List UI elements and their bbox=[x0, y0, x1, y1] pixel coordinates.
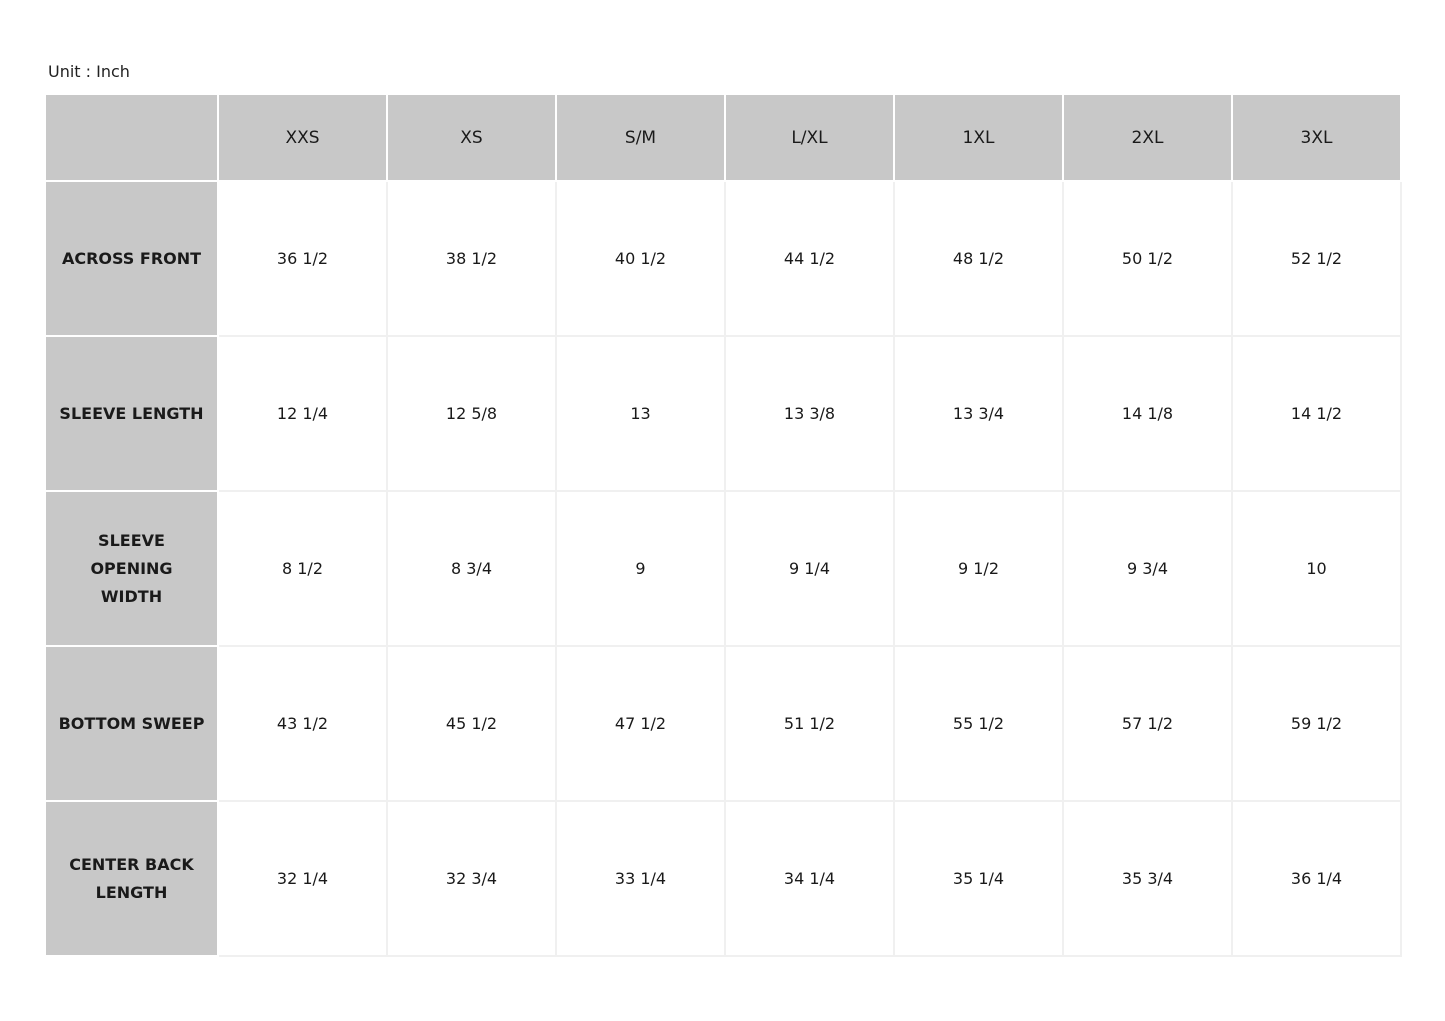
measurement-cell: 43 1/2 bbox=[217, 645, 388, 802]
measurement-cell: 9 1/2 bbox=[893, 490, 1064, 647]
size-header-l-xl: L/XL bbox=[724, 93, 895, 182]
measurement-cell: 9 1/4 bbox=[724, 490, 895, 647]
measurement-cell: 48 1/2 bbox=[893, 180, 1064, 337]
measurement-cell: 36 1/2 bbox=[217, 180, 388, 337]
measurement-cell: 9 bbox=[555, 490, 726, 647]
row-label: SLEEVE OPENING WIDTH bbox=[44, 490, 219, 647]
table-row: CENTER BACK LENGTH 32 1/4 32 3/4 33 1/4 34 1… bbox=[44, 800, 1402, 957]
measurement-cell: 33 1/4 bbox=[555, 800, 726, 957]
size-chart-table: XXS XS S/M L/XL 1XL 2XL 3XL ACROSS FRONT 36 1/2… bbox=[44, 93, 1402, 957]
size-header-3xl: 3XL bbox=[1231, 93, 1402, 182]
measurement-cell: 55 1/2 bbox=[893, 645, 1064, 802]
measurement-cell: 14 1/2 bbox=[1231, 335, 1402, 492]
measurement-cell: 51 1/2 bbox=[724, 645, 895, 802]
size-header-1xl: 1XL bbox=[893, 93, 1064, 182]
table-row: SLEEVE LENGTH 12 1/4 12 5/8 13 13 3/8 13 3/4 1… bbox=[44, 335, 1402, 492]
measurement-cell: 57 1/2 bbox=[1062, 645, 1233, 802]
row-label: BOTTOM SWEEP bbox=[44, 645, 219, 802]
table-row: SLEEVE OPENING WIDTH 8 1/2 8 3/4 9 9 1/4 9 1/… bbox=[44, 490, 1402, 647]
measurement-cell: 10 bbox=[1231, 490, 1402, 647]
size-header-2xl: 2XL bbox=[1062, 93, 1233, 182]
measurement-cell: 13 3/8 bbox=[724, 335, 895, 492]
table-row: ACROSS FRONT 36 1/2 38 1/2 40 1/2 44 1/2 48 1… bbox=[44, 180, 1402, 337]
measurement-cell: 44 1/2 bbox=[724, 180, 895, 337]
measurement-cell: 9 3/4 bbox=[1062, 490, 1233, 647]
row-label: ACROSS FRONT bbox=[44, 180, 219, 337]
corner-cell bbox=[44, 93, 219, 182]
measurement-cell: 35 3/4 bbox=[1062, 800, 1233, 957]
measurement-cell: 8 1/2 bbox=[217, 490, 388, 647]
header-row: XXS XS S/M L/XL 1XL 2XL 3XL bbox=[44, 93, 1402, 182]
measurement-cell: 32 3/4 bbox=[386, 800, 557, 957]
measurement-cell: 8 3/4 bbox=[386, 490, 557, 647]
measurement-cell: 12 5/8 bbox=[386, 335, 557, 492]
measurement-cell: 34 1/4 bbox=[724, 800, 895, 957]
measurement-cell: 13 3/4 bbox=[893, 335, 1064, 492]
row-label: CENTER BACK LENGTH bbox=[44, 800, 219, 957]
measurement-cell: 40 1/2 bbox=[555, 180, 726, 337]
size-header-xxs: XXS bbox=[217, 93, 388, 182]
measurement-cell: 35 1/4 bbox=[893, 800, 1064, 957]
measurement-cell: 52 1/2 bbox=[1231, 180, 1402, 337]
row-label: SLEEVE LENGTH bbox=[44, 335, 219, 492]
measurement-cell: 45 1/2 bbox=[386, 645, 557, 802]
size-header-xs: XS bbox=[386, 93, 557, 182]
table-row: BOTTOM SWEEP 43 1/2 45 1/2 47 1/2 51 1/2 55 1… bbox=[44, 645, 1402, 802]
measurement-cell: 36 1/4 bbox=[1231, 800, 1402, 957]
measurement-cell: 13 bbox=[555, 335, 726, 492]
unit-label: Unit : Inch bbox=[48, 62, 130, 81]
measurement-cell: 12 1/4 bbox=[217, 335, 388, 492]
measurement-cell: 47 1/2 bbox=[555, 645, 726, 802]
measurement-cell: 59 1/2 bbox=[1231, 645, 1402, 802]
measurement-cell: 50 1/2 bbox=[1062, 180, 1233, 337]
size-header-s-m: S/M bbox=[555, 93, 726, 182]
measurement-cell: 32 1/4 bbox=[217, 800, 388, 957]
measurement-cell: 14 1/8 bbox=[1062, 335, 1233, 492]
measurement-cell: 38 1/2 bbox=[386, 180, 557, 337]
